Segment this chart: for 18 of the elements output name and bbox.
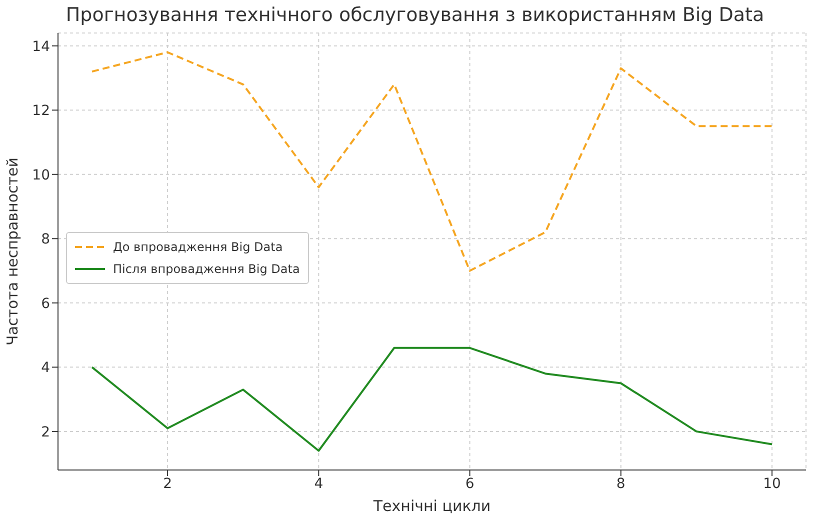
chart-title: Прогнозування технічного обслуговування з використанням Big Data [64, 4, 766, 26]
legend-label: Після впровадження Big Data [113, 262, 300, 276]
y-tick-label: 6 [41, 296, 50, 312]
legend-label: До впровадження Big Data [113, 240, 283, 254]
y-tick-label: 2 [41, 424, 50, 440]
x-tick-label: 6 [465, 476, 474, 492]
y-tick-label: 10 [32, 167, 50, 184]
x-tick-label: 10 [763, 476, 781, 492]
y-tick-label: 4 [41, 360, 50, 376]
y-tick-label: 12 [32, 103, 50, 120]
y-axis-title: Частота несправностей [3, 158, 22, 346]
x-tick-label: 2 [163, 476, 172, 492]
line-series [91, 346, 773, 452]
x-tick-label: 4 [314, 476, 324, 492]
x-tick-label: 8 [616, 476, 626, 492]
y-tick-label: 8 [41, 232, 50, 248]
y-tick-label: 14 [32, 38, 50, 55]
x-axis-title: Технічні цикли [372, 497, 491, 515]
